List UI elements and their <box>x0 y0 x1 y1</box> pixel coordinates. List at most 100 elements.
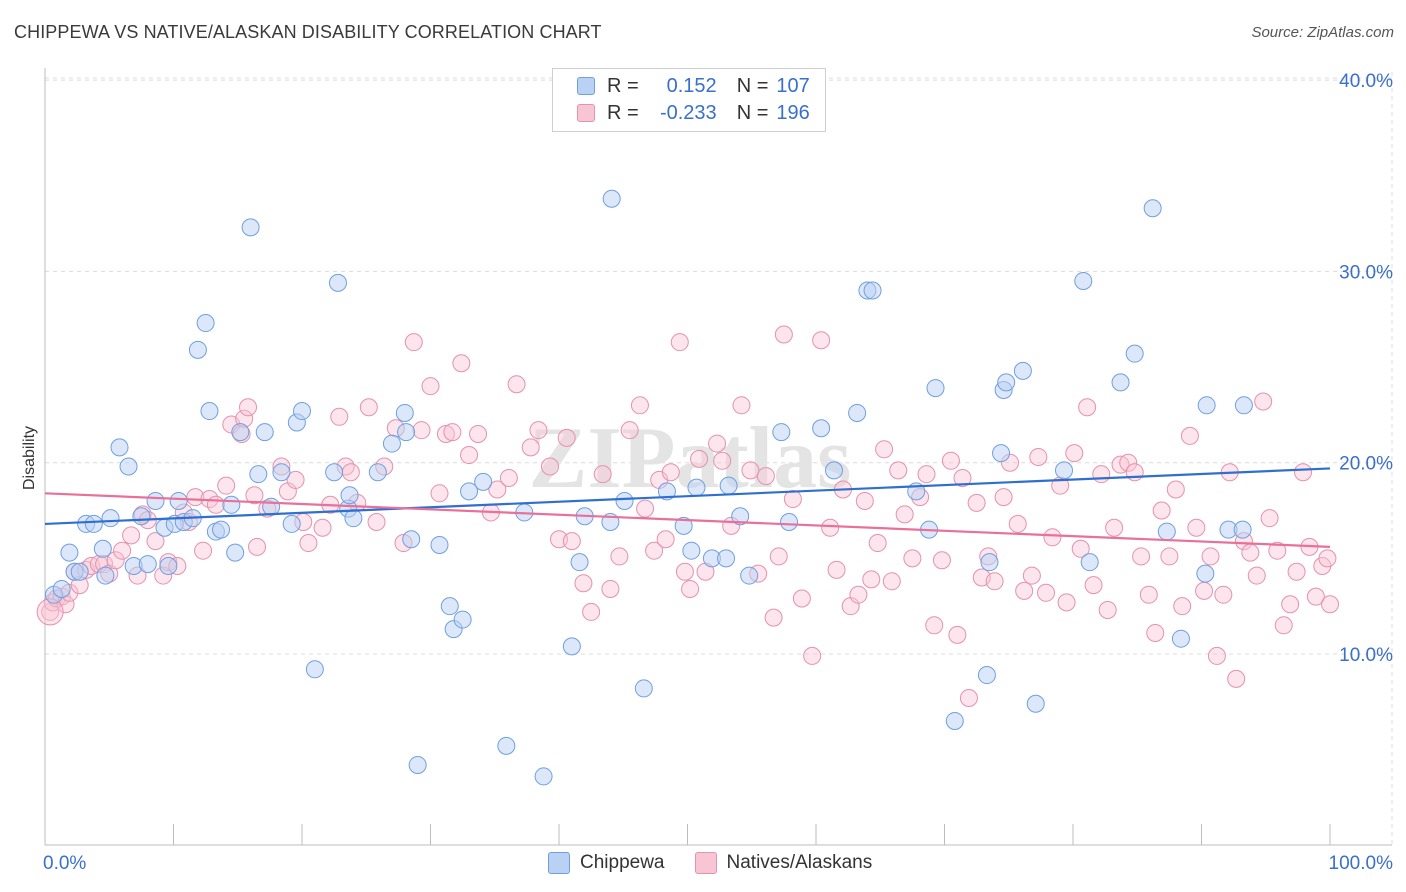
data-point-natives-alaskans <box>1160 547 1179 566</box>
bottom-legend-swatch-chippewa <box>548 852 570 874</box>
data-point-natives-alaskans <box>953 469 972 488</box>
bottom-legend-label-chippewa: Chippewa <box>580 852 665 873</box>
data-point-chippewa <box>397 423 416 442</box>
bottom-legend-label-natives: Natives/Alaskans <box>726 852 873 873</box>
data-point-natives-alaskans <box>488 480 507 499</box>
data-point-natives-alaskans <box>803 646 822 665</box>
data-point-chippewa <box>717 549 736 568</box>
data-point-natives-alaskans <box>732 396 751 415</box>
bottom-legend: Chippewa Natives/Alaskans <box>548 852 902 874</box>
data-point-natives-alaskans <box>1287 562 1306 581</box>
trend-line-chippewa <box>44 467 1331 526</box>
data-point-natives-alaskans <box>690 449 709 468</box>
data-point-natives-alaskans <box>186 488 205 507</box>
data-point-natives-alaskans <box>582 602 601 621</box>
data-point-chippewa <box>1233 520 1252 539</box>
data-point-chippewa <box>52 579 71 598</box>
data-point-chippewa <box>1111 373 1130 392</box>
data-point-natives-alaskans <box>593 465 612 484</box>
data-point-natives-alaskans <box>849 585 868 604</box>
data-point-chippewa <box>1026 694 1045 713</box>
data-point-chippewa <box>325 463 344 482</box>
y-tick-label: 30.0% <box>1339 262 1393 283</box>
data-point-natives-alaskans <box>1254 392 1273 411</box>
tick-labels: 10.0% 20.0% 30.0% 40.0% 0.0% 100.0% <box>43 71 1393 874</box>
data-point-chippewa <box>293 402 311 421</box>
data-point-natives-alaskans <box>412 421 431 440</box>
data-point-chippewa <box>1197 396 1216 415</box>
data-point-chippewa <box>344 509 363 528</box>
data-point-natives-alaskans <box>286 470 305 489</box>
data-point-natives-alaskans <box>574 574 593 593</box>
data-point-chippewa <box>926 379 945 398</box>
y-tick-label: 20.0% <box>1339 454 1393 475</box>
data-point-chippewa <box>497 736 516 755</box>
data-point-natives-alaskans <box>713 451 732 470</box>
x-tick-label: 0.0% <box>43 853 86 874</box>
data-point-chippewa <box>101 509 120 528</box>
data-point-natives-alaskans <box>507 375 526 394</box>
data-point-chippewa <box>997 373 1016 392</box>
legend-n-label: N = <box>736 101 769 124</box>
data-point-natives-alaskans <box>1139 585 1158 604</box>
y-tick-label: 10.0% <box>1339 645 1393 666</box>
data-point-chippewa <box>382 434 401 453</box>
data-point-chippewa <box>340 486 359 505</box>
data-point-chippewa <box>772 423 791 442</box>
data-point-natives-alaskans <box>959 688 978 707</box>
data-point-chippewa <box>634 679 653 698</box>
data-point-natives-alaskans <box>610 547 629 566</box>
data-point-natives-alaskans <box>1173 597 1192 616</box>
data-point-natives-alaskans <box>1008 514 1027 533</box>
data-point-chippewa <box>395 403 414 422</box>
data-point-natives-alaskans <box>925 616 944 635</box>
data-point-natives-alaskans <box>855 491 874 510</box>
data-point-chippewa <box>977 666 996 685</box>
data-point-natives-alaskans <box>1065 444 1084 463</box>
data-point-natives-alaskans <box>792 589 811 608</box>
data-point-natives-alaskans <box>421 377 440 396</box>
data-point-natives-alaskans <box>106 551 125 570</box>
data-point-natives-alaskans <box>113 541 132 560</box>
data-point-natives-alaskans <box>460 446 479 465</box>
data-point-natives-alaskans <box>1084 576 1103 595</box>
data-point-natives-alaskans <box>529 421 548 440</box>
data-point-chippewa <box>992 444 1011 463</box>
data-point-natives-alaskans <box>708 434 727 453</box>
data-point-chippewa <box>1196 564 1215 583</box>
data-point-chippewa <box>169 491 188 510</box>
data-point-natives-alaskans <box>248 537 267 556</box>
data-point-natives-alaskans <box>1111 455 1130 474</box>
data-point-natives-alaskans <box>1214 585 1233 604</box>
data-point-natives-alaskans <box>1022 566 1041 585</box>
series-chippewa <box>44 189 1253 786</box>
data-point-chippewa <box>812 419 831 438</box>
data-point-natives-alaskans <box>341 463 360 482</box>
data-point-natives-alaskans <box>783 490 802 509</box>
data-point-natives-alaskans <box>1187 518 1206 537</box>
data-point-chippewa <box>602 189 621 208</box>
chart-title: CHIPPEWA VS NATIVE/ALASKAN DISABILITY CO… <box>14 22 602 42</box>
data-point-natives-alaskans <box>1180 426 1199 445</box>
legend-r-label: R = <box>607 101 639 124</box>
legend-r-value-chippewa: 0.152 <box>666 74 717 97</box>
data-point-natives-alaskans <box>1057 593 1076 612</box>
data-point-natives-alaskans <box>557 428 576 447</box>
data-point-natives-alaskans <box>1247 566 1266 585</box>
data-point-chippewa <box>1074 271 1093 290</box>
data-point-natives-alaskans <box>661 463 680 482</box>
data-point-chippewa <box>1055 461 1074 480</box>
data-point-natives-alaskans <box>146 532 165 551</box>
data-point-chippewa <box>1171 629 1190 648</box>
data-point-natives-alaskans <box>882 572 901 591</box>
data-point-natives-alaskans <box>239 398 258 417</box>
data-point-natives-alaskans <box>967 493 986 512</box>
data-point-chippewa <box>132 507 151 526</box>
data-point-natives-alaskans <box>206 495 225 514</box>
data-point-chippewa <box>328 273 347 292</box>
data-point-chippewa <box>1143 199 1162 218</box>
data-point-natives-alaskans <box>1294 463 1313 482</box>
data-point-natives-alaskans <box>452 354 471 373</box>
data-point-natives-alaskans <box>895 505 914 524</box>
